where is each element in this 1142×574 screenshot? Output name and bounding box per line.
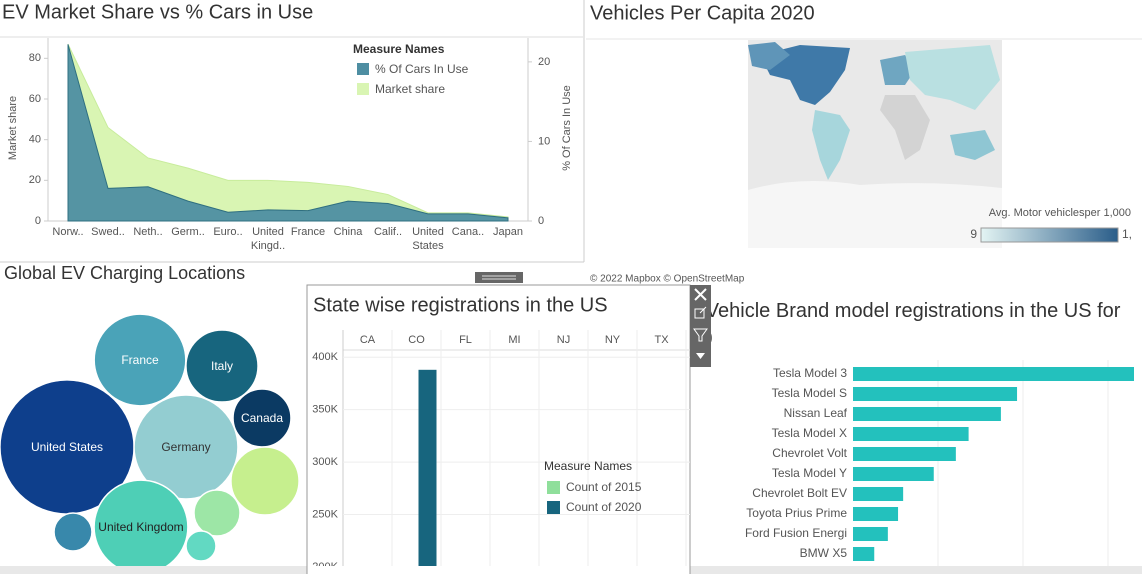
area [67, 43, 509, 222]
x-tick-label: Calif.. [373, 226, 403, 238]
y-tick-label: Tesla Model Y [772, 466, 847, 480]
x-tick-label: United Kingd.. [250, 226, 286, 252]
y-tick-label: 0 [35, 215, 41, 227]
y-tick-label: 300K [312, 456, 338, 468]
x-tick-label: Germ.. [171, 226, 205, 238]
y-tick-label: 60 [29, 93, 41, 105]
bubble-label: Germany [161, 440, 211, 454]
x-tick-label: Cana.. [451, 226, 485, 238]
y2-tick-label: 0 [538, 215, 544, 227]
bubble [185, 329, 259, 403]
chart-title: Global EV Charging Locations [4, 263, 245, 283]
bar [853, 387, 1018, 401]
y2-tick-label: 10 [538, 135, 550, 147]
x-tick-label: Swed.. [91, 226, 125, 238]
hbar-plot: Tesla Model 3 Tesla Model S Nissan Leaf Tes… [745, 360, 1134, 566]
y-tick-label: Ford Fusion Energi [745, 526, 847, 540]
x-tick-label: Euro.. [213, 226, 243, 238]
legend-label: Market share [375, 82, 445, 96]
y-tick-label: Tesla Model S [772, 386, 847, 400]
handle[interactable] [475, 272, 523, 283]
x-tick-label: Norw.. [52, 226, 84, 238]
bubble-label: Canada [240, 411, 284, 425]
legend-swatch [357, 83, 369, 95]
bubble [193, 489, 241, 537]
column-header: FL [459, 334, 472, 346]
column-header: CO [408, 334, 425, 346]
bar [853, 367, 1134, 381]
bubble-plot [0, 313, 300, 574]
y-axis-title: Market share [7, 96, 19, 160]
legend-label: Count of 2015 [566, 480, 642, 494]
y-tick-label: Nissan Leaf [784, 406, 848, 420]
y-tick-label: 400K [312, 351, 338, 363]
column-header: NY [605, 334, 621, 346]
y-tick-label: 350K [312, 404, 338, 416]
area [67, 44, 509, 222]
bubble [185, 530, 217, 562]
column-header: MI [508, 334, 520, 346]
chart-title: Vehicles Per Capita 2020 [590, 2, 815, 24]
bubble [133, 394, 239, 500]
y-tick-label: 40 [29, 134, 41, 146]
bubble [230, 446, 300, 516]
bar [853, 427, 969, 441]
y-tick-label: 250K [312, 508, 338, 520]
chart-title: State wise registrations in the US [313, 294, 608, 316]
column-header: TX [654, 334, 669, 346]
legend-title: Measure Names [353, 42, 445, 56]
bar [853, 447, 956, 461]
legend-swatch [547, 501, 560, 514]
chart-title: EV Market Share vs % Cars in Use [2, 1, 313, 23]
legend-swatch [547, 481, 560, 494]
bar [853, 487, 904, 501]
map [748, 40, 1002, 248]
y-tick-label: Chevrolet Volt [772, 446, 847, 460]
column-header: NJ [557, 334, 570, 346]
y-tick-label: 20 [29, 174, 41, 186]
map-attribution: © 2022 Mapbox © OpenStreetMap [590, 274, 745, 285]
y2-tick-label: 20 [538, 56, 550, 68]
bar [853, 467, 934, 481]
y-tick-label: Tesla Model X [772, 426, 847, 440]
y-tick-label: 200K [312, 561, 338, 573]
y-tick-label: Tesla Model 3 [773, 366, 847, 380]
legend-label: Count of 2020 [566, 500, 642, 514]
bubble-label: Italy [210, 359, 233, 373]
colorbar-min: 9 [970, 227, 977, 241]
floating-panel [306, 284, 691, 574]
legend-label: % Of Cars In Use [375, 62, 469, 76]
x-tick-label: China [333, 226, 363, 238]
bar [853, 547, 875, 561]
bubble-label: United States [30, 440, 104, 454]
x-tick-label: Neth.. [133, 226, 163, 238]
column-header: CA [360, 334, 376, 346]
y-tick-label: BMW X5 [800, 546, 848, 560]
y-tick-label: 80 [29, 52, 41, 64]
column-plot: CA CO FL MI NJ NY TX 200K 250K 300K 350K 400K Measur… [312, 330, 690, 573]
toolbar[interactable] [690, 285, 711, 367]
y2-axis-title: % Of Cars In Use [561, 85, 573, 171]
x-tick-label: United States [412, 226, 444, 252]
y-tick-label: Toyota Prius Prime [746, 506, 847, 520]
legend-swatch [357, 63, 369, 75]
x-tick-label: Japan [493, 226, 523, 238]
bar [418, 369, 437, 566]
bubble [53, 512, 93, 552]
bar [853, 407, 1001, 421]
colorbar-title: Avg. Motor vehiclesper 1,000 [989, 207, 1131, 219]
bubble-label: United Kingdom [98, 520, 184, 534]
colorbar-max: 1, [1122, 227, 1132, 241]
y-tick-label: Chevrolet Bolt EV [752, 486, 847, 500]
x-tick-label: France [290, 226, 326, 238]
bar [853, 507, 899, 521]
bubble-label: France [121, 353, 159, 367]
bar [853, 527, 888, 541]
colorbar [980, 227, 1119, 243]
legend-title: Measure Names [544, 459, 632, 473]
